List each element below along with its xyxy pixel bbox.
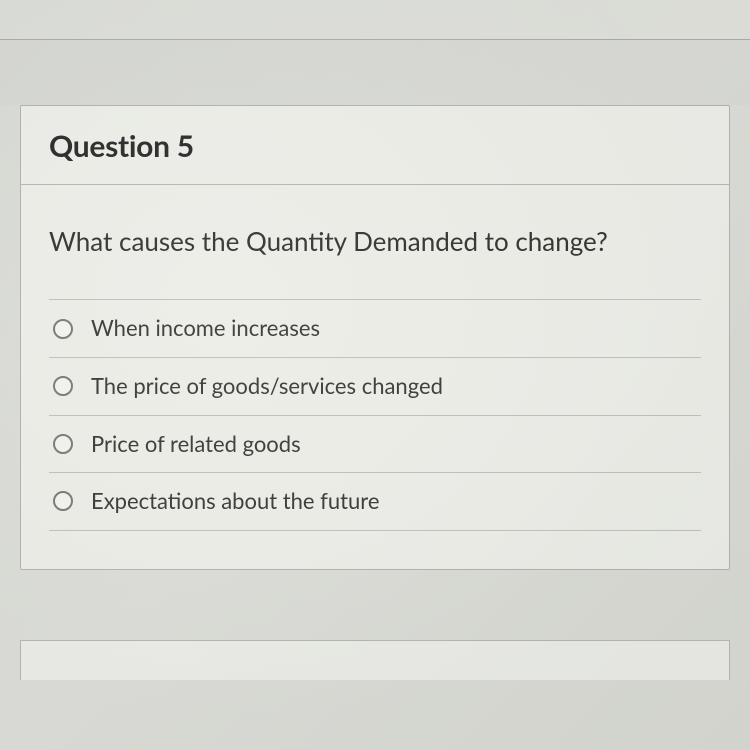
question-header: Question 5 <box>21 106 729 185</box>
option-label: The price of goods/services changed <box>91 372 443 401</box>
radio-icon[interactable] <box>53 434 73 454</box>
question-body: What causes the Quantity Demanded to cha… <box>21 185 729 569</box>
option-row[interactable]: Price of related goods <box>49 415 701 473</box>
radio-icon[interactable] <box>53 491 73 511</box>
question-title: Question 5 <box>49 128 701 164</box>
option-row[interactable]: Expectations about the future <box>49 472 701 531</box>
top-divider <box>0 0 750 40</box>
question-card: Question 5 What causes the Quantity Dema… <box>20 105 730 570</box>
spacer <box>0 570 750 640</box>
radio-icon[interactable] <box>53 376 73 396</box>
option-label: When income increases <box>91 314 320 343</box>
option-row[interactable]: When income increases <box>49 299 701 357</box>
radio-icon[interactable] <box>53 319 73 339</box>
next-question-card <box>20 640 730 680</box>
spacer <box>0 40 750 105</box>
options-list: When income increases The price of goods… <box>49 299 701 530</box>
option-row[interactable]: The price of goods/services changed <box>49 357 701 415</box>
option-label: Expectations about the future <box>91 487 379 516</box>
option-label: Price of related goods <box>91 430 301 459</box>
question-prompt: What causes the Quantity Demanded to cha… <box>49 223 701 259</box>
